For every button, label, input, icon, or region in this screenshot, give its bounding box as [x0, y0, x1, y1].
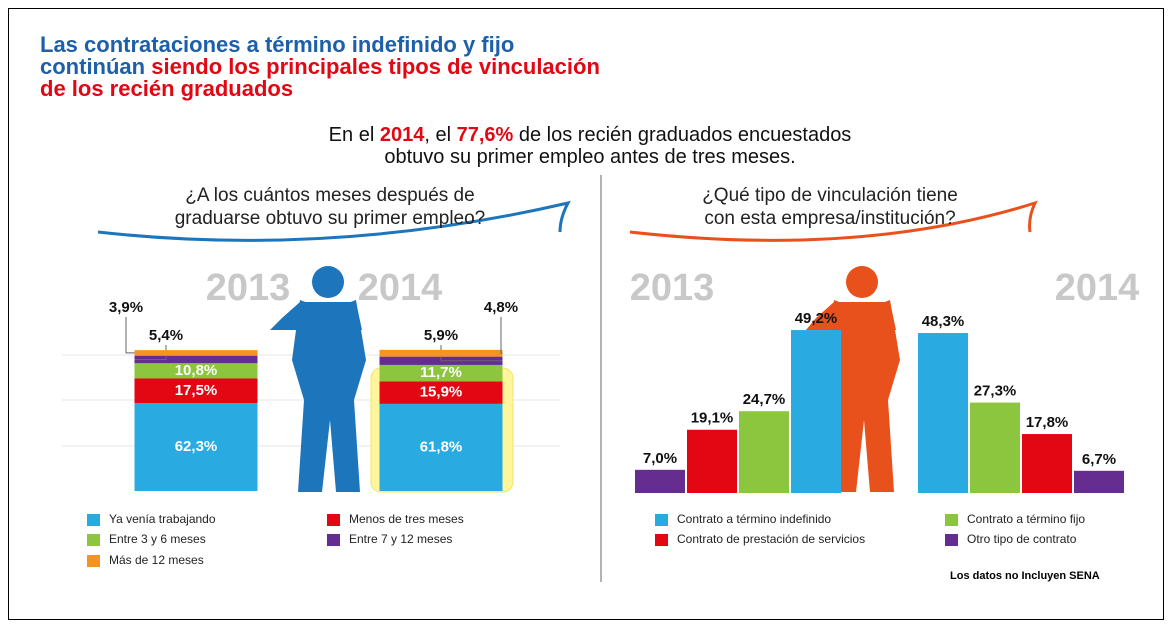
subtitle-part: de los recién graduados encuestados	[519, 124, 851, 146]
legend-label: Contrato de prestación de servicios	[677, 532, 865, 546]
leader-line	[501, 317, 503, 353]
bar	[1074, 471, 1124, 493]
subtitle-part: , el	[424, 124, 451, 146]
value-label: 5,9%	[424, 327, 458, 344]
subtitle-part: En el	[329, 124, 375, 146]
legend-swatch	[327, 534, 340, 546]
bar	[970, 403, 1020, 493]
bar	[739, 411, 789, 493]
value-label: 3,9%	[109, 299, 143, 316]
category-label: 2014	[1055, 267, 1140, 309]
value-label: 27,3%	[974, 383, 1017, 400]
legend-swatch	[87, 555, 100, 567]
question: ¿A los cuántos meses después de	[185, 185, 474, 206]
legend-label: Contrato a término indefinido	[677, 512, 831, 526]
legend-label: Menos de tres meses	[349, 512, 464, 526]
legend-swatch	[945, 534, 958, 546]
legend-swatch	[655, 534, 668, 546]
bar	[635, 470, 685, 493]
title-line: de los recién graduados	[40, 78, 600, 100]
subtitle-line: En el 2014, el 77,6% de los recién gradu…	[240, 124, 940, 146]
value-label: 17,8%	[1026, 414, 1069, 431]
subtitle-share: 77,6%	[457, 124, 514, 146]
value-label: 17,5%	[175, 382, 218, 399]
legend-swatch	[87, 514, 100, 526]
note: Los datos no Incluyen SENA	[950, 570, 1100, 582]
legend-label: Otro tipo de contrato	[967, 532, 1077, 546]
value-label: 5,4%	[149, 327, 183, 344]
legend-swatch	[87, 534, 100, 546]
legend-label: Entre 3 y 6 meses	[109, 532, 206, 546]
value-label: 24,7%	[743, 391, 786, 408]
title-line: Las contrataciones a término indefinido …	[40, 34, 600, 56]
value-label: 15,9%	[420, 384, 463, 401]
subtitle-year: 2014	[380, 124, 425, 146]
legend-label: Contrato a término fijo	[967, 512, 1085, 526]
bar	[1022, 434, 1072, 493]
category-label: 2013	[630, 267, 715, 309]
value-label: 49,2%	[795, 310, 838, 327]
question: ¿Qué tipo de vinculación tiene	[702, 185, 958, 206]
bar	[918, 333, 968, 493]
legend-swatch	[655, 514, 668, 526]
question: graduarse obtuvo su primer empleo?	[175, 208, 486, 229]
category-label: 2014	[358, 267, 443, 309]
bar-segment	[380, 350, 503, 357]
value-label: 4,8%	[484, 299, 518, 316]
title: Las contrataciones a término indefinido …	[40, 34, 600, 100]
leader-line	[126, 317, 135, 353]
category-label: 2013	[206, 267, 291, 309]
legend-swatch	[945, 514, 958, 526]
legend-label: Ya venía trabajando	[109, 512, 216, 526]
bar	[687, 430, 737, 493]
title-line: continúan siendo los principales tipos d…	[40, 56, 600, 78]
value-label: 10,8%	[175, 362, 218, 379]
value-label: 48,3%	[922, 313, 965, 330]
value-label: 61,8%	[420, 438, 463, 455]
value-label: 7,0%	[643, 450, 677, 467]
value-label: 62,3%	[175, 438, 218, 455]
legend-swatch	[327, 514, 340, 526]
bar	[791, 330, 841, 493]
subtitle: En el 2014, el 77,6% de los recién gradu…	[240, 124, 940, 168]
value-label: 19,1%	[691, 410, 734, 427]
subtitle-line: obtuvo su primer empleo antes de tres me…	[240, 146, 940, 168]
question: con esta empresa/institución?	[704, 208, 955, 229]
page: Los datos no Incluyen SENA ¿A los cuánto…	[0, 0, 1176, 627]
value-label: 6,7%	[1082, 451, 1116, 468]
legend-label: Más de 12 meses	[109, 553, 204, 567]
bar-segment	[135, 350, 258, 355]
value-label: 11,7%	[420, 364, 462, 381]
legend-label: Entre 7 y 12 meses	[349, 532, 452, 546]
